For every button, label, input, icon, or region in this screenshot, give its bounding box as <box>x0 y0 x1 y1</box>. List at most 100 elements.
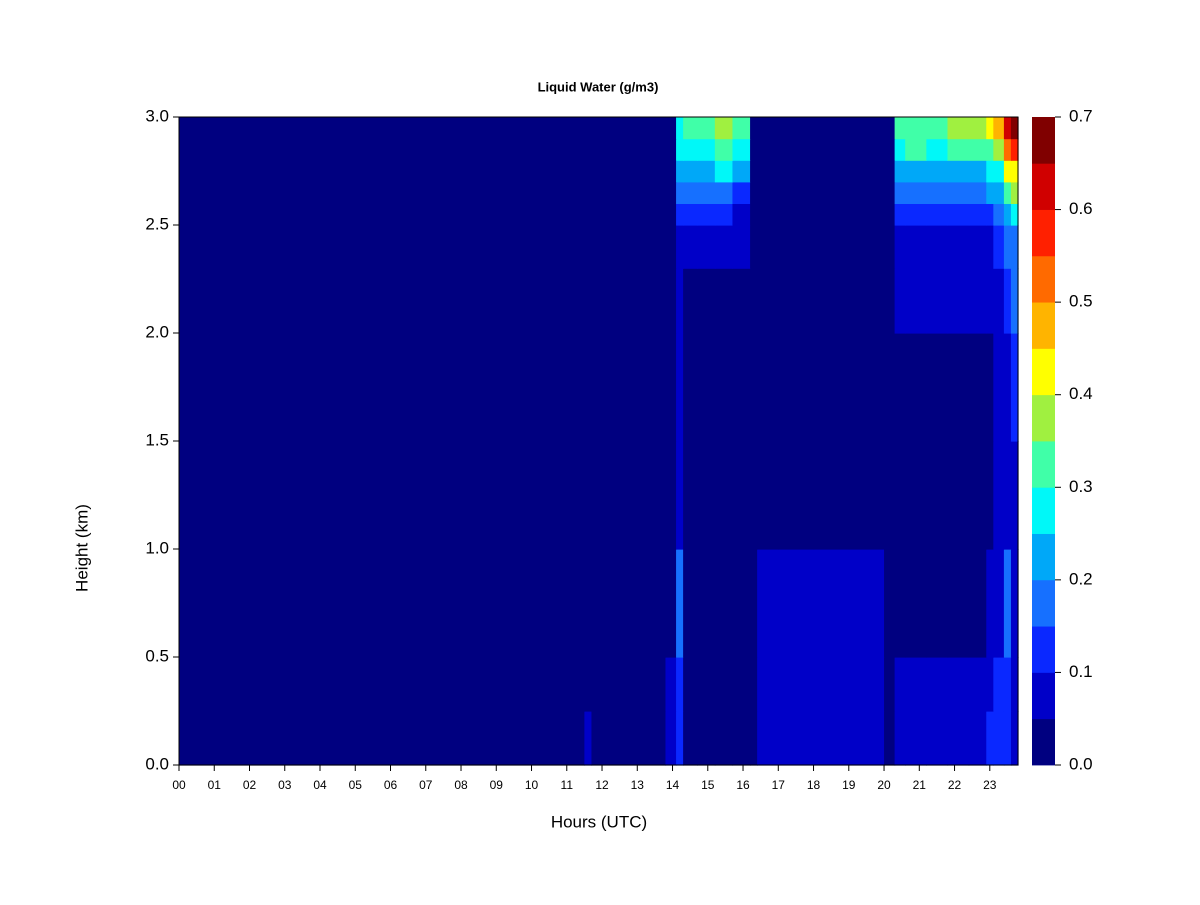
heat-cell <box>778 225 815 269</box>
heat-cell <box>968 441 987 550</box>
heat-cell <box>1003 138 1012 161</box>
heat-cell <box>848 160 885 183</box>
heat-cell <box>683 268 698 334</box>
heat-cell <box>665 333 677 442</box>
heat-cell <box>732 657 751 712</box>
heat-cell <box>665 203 677 226</box>
heat-cell <box>683 160 698 183</box>
heat-cell <box>986 268 994 334</box>
colorbar-swatch <box>1032 579 1055 627</box>
heat-cell <box>697 225 716 269</box>
x-tick-label: 17 <box>772 778 786 792</box>
heat-cell <box>757 138 779 161</box>
heat-cell <box>813 138 850 161</box>
heat-cell <box>813 117 850 140</box>
heat-cell <box>750 711 758 766</box>
heat-cell <box>905 268 927 334</box>
heat-cell <box>947 657 970 712</box>
colorbar-swatch <box>1032 209 1055 257</box>
heat-cell <box>1010 117 1019 140</box>
heat-cell <box>732 711 751 766</box>
heat-cell <box>591 160 667 183</box>
heat-cell <box>894 657 906 712</box>
heat-cell <box>947 160 970 183</box>
heat-cell <box>591 117 667 140</box>
colorbar-tick-label: 0.5 <box>1069 292 1093 311</box>
heat-cell <box>697 268 716 334</box>
heat-cell <box>676 138 684 161</box>
heat-cell <box>778 268 815 334</box>
heat-cell <box>683 441 698 550</box>
heat-cell <box>905 441 927 550</box>
heat-cell <box>894 181 906 204</box>
heat-cell <box>584 181 593 204</box>
heat-cell <box>714 441 734 550</box>
heat-cell <box>750 657 758 712</box>
y-tick-label: 2.5 <box>145 214 169 233</box>
heat-cell <box>905 225 927 269</box>
heat-cell <box>894 268 906 334</box>
heat-cell <box>591 549 667 658</box>
heat-cell <box>697 160 716 183</box>
heat-cell <box>993 138 1005 161</box>
y-tick-label: 3.0 <box>145 106 169 125</box>
y-tick-label: 1.0 <box>145 538 169 557</box>
heat-cell <box>813 441 850 550</box>
heat-cell <box>757 117 779 140</box>
heat-cell <box>584 203 593 226</box>
heat-cell <box>1010 160 1019 183</box>
heat-cell <box>584 657 593 712</box>
heat-cell <box>697 441 716 550</box>
heat-cell <box>584 333 593 442</box>
heat-cell <box>848 181 885 204</box>
x-tick-label: 20 <box>877 778 891 792</box>
heat-cell <box>757 441 779 550</box>
colorbar-tick-label: 0.2 <box>1069 569 1093 588</box>
heat-cell <box>884 333 896 442</box>
heat-cell <box>968 657 987 712</box>
heat-cell <box>968 160 987 183</box>
colorbar-swatch <box>1032 394 1055 442</box>
chart-title: Liquid Water (g/m3) <box>538 79 659 94</box>
heat-cell <box>926 711 949 766</box>
heat-cell <box>813 657 850 712</box>
heat-cell <box>778 117 815 140</box>
heat-cell <box>894 138 906 161</box>
heat-cell <box>179 160 585 183</box>
heat-cell <box>968 138 987 161</box>
heat-cell <box>813 203 850 226</box>
heat-cell <box>1003 549 1012 658</box>
heat-cell <box>884 657 896 712</box>
heat-cell <box>993 549 1005 658</box>
x-tick-label: 10 <box>525 778 539 792</box>
heat-cell <box>1010 657 1019 712</box>
heat-cell <box>665 657 677 712</box>
heat-cell <box>926 203 949 226</box>
colorbar-swatch <box>1032 626 1055 673</box>
heat-cell <box>848 225 885 269</box>
colorbar-swatch <box>1032 255 1055 303</box>
heat-cell <box>1003 441 1012 550</box>
heat-cell <box>179 333 585 442</box>
heat-cell <box>714 657 734 712</box>
heat-cell <box>884 181 896 204</box>
heat-cell <box>926 333 949 442</box>
heat-cell <box>1003 117 1012 140</box>
heat-cell <box>665 549 677 658</box>
colorbar-tick-label: 0.7 <box>1069 106 1093 125</box>
heat-cell <box>584 160 593 183</box>
x-tick-label: 18 <box>807 778 821 792</box>
heat-cell <box>813 181 850 204</box>
heat-cell <box>683 549 698 658</box>
heat-cell <box>683 181 698 204</box>
heat-cell <box>905 549 927 658</box>
heat-cell <box>986 160 994 183</box>
heat-cell <box>968 203 987 226</box>
heat-cell <box>683 225 698 269</box>
heat-cell <box>584 138 593 161</box>
heat-cell <box>584 441 593 550</box>
heat-cell <box>750 181 758 204</box>
heat-cell <box>813 160 850 183</box>
heat-cell <box>676 117 684 140</box>
heat-cell <box>584 549 593 658</box>
